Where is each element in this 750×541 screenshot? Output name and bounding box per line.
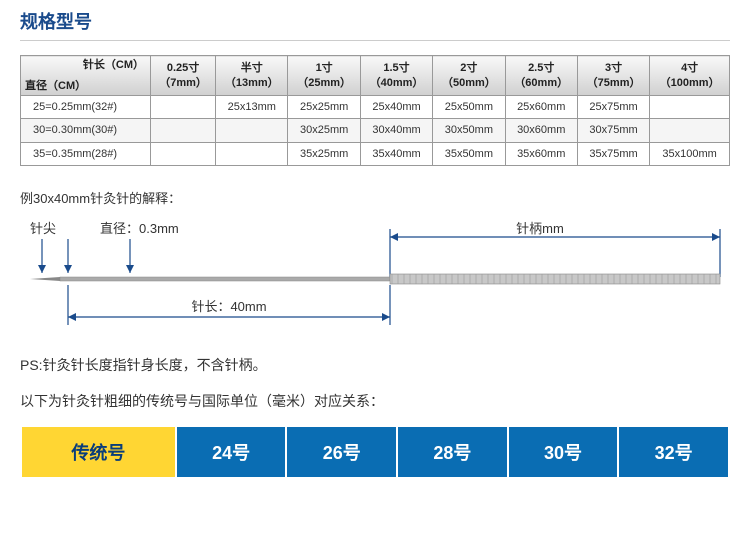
spec-col-5: 2.5寸（60mm） [505, 56, 577, 96]
ps-note: PS:针灸针长度指针身长度，不含针柄。 [20, 355, 730, 375]
spec-header-diag: 针长（CM） 直径（CM） [21, 56, 151, 96]
needle-svg: 针尖 直径：0.3mm 针柄mm [20, 217, 730, 337]
gauge-value: 32号 [618, 426, 729, 478]
gauge-label-cell: 传统号 [21, 426, 176, 478]
spec-table: 针长（CM） 直径（CM） 0.25寸（7mm） 半寸（13mm） 1寸（25m… [20, 55, 730, 166]
length-label: 针长：40mm [191, 299, 266, 314]
diagram-example-label: 例30x40mm针灸针的解释： [20, 188, 730, 207]
gauge-value: 26号 [286, 426, 397, 478]
tip-label: 针尖 [30, 221, 56, 236]
spec-col-7: 4寸（100mm） [650, 56, 730, 96]
gauge-value: 30号 [508, 426, 619, 478]
needle-diagram: 例30x40mm针灸针的解释： 针尖 直径：0.3mm 针柄mm [20, 188, 730, 337]
gauge-value: 28号 [397, 426, 508, 478]
handle-label: 针柄mm [516, 221, 564, 236]
section-title: 规格型号 [20, 8, 730, 41]
diameter-label: 直径：0.3mm [100, 221, 179, 236]
gauge-value: 24号 [176, 426, 287, 478]
spec-col-2: 1寸（25mm） [288, 56, 360, 96]
spec-tbody: 25=0.25mm(32#) 25x13mm 25x25mm 25x40mm 2… [21, 96, 730, 166]
gauge-table: 传统号 24号 26号 28号 30号 32号 [20, 425, 730, 479]
spec-row: 35=0.35mm(28#) 35x25mm 35x40mm 35x50mm 3… [21, 142, 730, 165]
gauge-intro: 以下为针灸针粗细的传统号与国际单位（毫米）对应关系： [20, 391, 730, 411]
spec-col-0: 0.25寸（7mm） [151, 56, 216, 96]
spec-col-3: 1.5寸（40mm） [360, 56, 432, 96]
spec-col-1: 半寸（13mm） [216, 56, 288, 96]
spec-row: 30=0.30mm(30#) 30x25mm 30x40mm 30x50mm 3… [21, 119, 730, 142]
spec-row: 25=0.25mm(32#) 25x13mm 25x25mm 25x40mm 2… [21, 96, 730, 119]
spec-col-4: 2寸（50mm） [433, 56, 505, 96]
page-container: 规格型号 针长（CM） 直径（CM） 0.25寸（7mm） 半寸（13mm） 1… [0, 0, 750, 487]
spec-col-6: 3寸（75mm） [577, 56, 649, 96]
